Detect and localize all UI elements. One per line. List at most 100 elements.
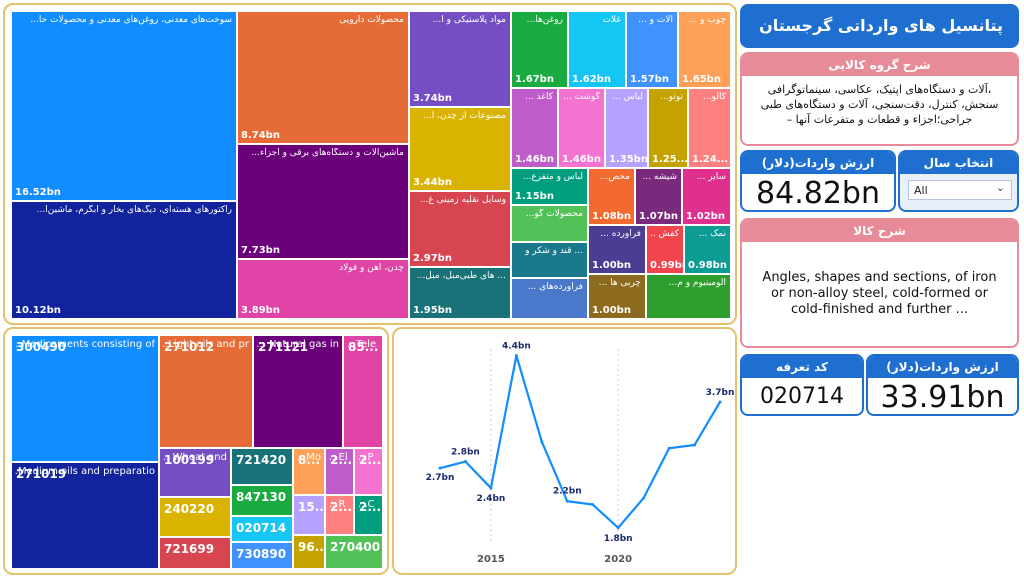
treemap-tile[interactable]: سوخت‌های معدنی، روغن‌های معدنی و محصولات… — [11, 11, 237, 201]
treemap-tile[interactable]: لباس و متفرع... 1.15bn — [511, 168, 588, 205]
tile-value: 1.02bn — [686, 211, 725, 222]
treemap-tile[interactable]: روغن‌ها... 1.67bn — [511, 11, 568, 88]
tile-label — [235, 546, 289, 565]
year-dropdown[interactable]: All ⌄ — [908, 180, 1012, 200]
treemap-tile[interactable]: مواد پلاستیکی و ا... 3.74bn — [409, 11, 511, 107]
treemap-tile[interactable]: فرآورده ... 1.00bn — [588, 225, 646, 274]
treemap-tile[interactable]: وسایل نقلیه زمینی غ... 2.97bn — [409, 191, 511, 267]
treemap-tile[interactable]: سایر ... 1.02bn — [682, 168, 731, 225]
import-value-value: 33.91bn — [880, 380, 1005, 415]
treemap-tile[interactable]: محص... 1.08bn — [588, 168, 635, 225]
tile-label: Medium oils and preparatio... — [15, 466, 155, 477]
tile-label: Light oils and pr... — [163, 339, 249, 350]
page-title: پتانسیل های وارداتی گرجستان — [759, 16, 1003, 35]
tile-value: 1.00bn — [592, 305, 631, 316]
tile-value: 1.15bn — [515, 191, 554, 202]
treemap-tile[interactable]: مصنوعات از چدن، آ... 3.44bn — [409, 107, 511, 191]
tile-value: 8.74bn — [241, 130, 280, 141]
tile-label: چربی ها ... — [598, 278, 641, 288]
treemap-tile[interactable]: آلومینیوم و م... — [646, 274, 731, 319]
data-point[interactable] — [667, 446, 671, 450]
treemap-tile[interactable]: 270400 — [325, 535, 383, 569]
tile-code: 100199 — [164, 453, 215, 467]
tile-value: 1.46bn — [562, 154, 601, 165]
treemap-tile[interactable]: چربی ها ... 1.00bn — [588, 274, 646, 319]
treemap-tile[interactable]: آلات و ... 1.57bn — [626, 11, 678, 88]
data-point[interactable] — [591, 503, 595, 507]
treemap-tile[interactable]: نمک ... 0.98bn — [684, 225, 731, 274]
treemap-tile[interactable]: ... قند و شکر و — [511, 242, 588, 278]
treemap-tile[interactable]: 721699 — [159, 537, 231, 569]
data-point[interactable] — [463, 460, 467, 464]
tile-value: 2.97bn — [413, 253, 452, 264]
data-point[interactable] — [540, 440, 544, 444]
treemap-tile[interactable]: 96... — [293, 535, 325, 569]
data-label: 2.2bn — [553, 486, 582, 496]
treemap-tile[interactable]: 2... P... — [354, 448, 383, 495]
treemap-tile[interactable]: فرآورده‌های ... — [511, 278, 588, 319]
treemap-tile[interactable]: چدن، آهن و فولاد 3.89bn — [237, 259, 409, 319]
tile-label: El... — [329, 452, 348, 463]
treemap-tile[interactable]: لباس ... 1.35bn — [605, 88, 648, 168]
tile-label: کاغذ ... — [525, 92, 553, 102]
treemap-tile[interactable]: ... های طبی‌مبل، مبل... 1.95bn — [409, 267, 511, 319]
treemap-tile[interactable]: 020714 — [231, 516, 293, 542]
treemap-tile[interactable]: 2... C... — [354, 495, 383, 535]
tile-label: Mo... — [297, 452, 321, 463]
treemap-tile[interactable]: کفش ... 0.99bn — [646, 225, 684, 274]
data-point[interactable] — [565, 499, 569, 503]
tile-label: فرآورده‌های ... — [527, 282, 583, 292]
treemap-tile[interactable]: شیشه ... 1.07bn — [635, 168, 682, 225]
treemap-tile[interactable]: 15... — [293, 495, 325, 535]
data-point[interactable] — [718, 400, 722, 404]
treemap-tile[interactable]: 2... El... — [325, 448, 354, 495]
data-point[interactable] — [438, 466, 442, 470]
treemap-tile[interactable]: 240220 — [159, 497, 231, 537]
tile-label: چدن، آهن و فولاد — [339, 263, 404, 273]
tile-label: P... — [358, 452, 374, 463]
treemap-tile[interactable]: محصولات گو... — [511, 205, 588, 242]
treemap-tile[interactable]: رآکتورهای هسته‌ای، دیگ‌های بخار و آبگرم،… — [11, 201, 237, 319]
treemap-tile[interactable]: 8... Mo... — [293, 448, 325, 495]
goods-desc-card: شرح کالا Angles, shapes and sections, of… — [740, 218, 1019, 348]
data-label: 2.7bn — [426, 473, 455, 483]
tile-code: 270400 — [330, 540, 381, 554]
tile-code: 271019 — [16, 467, 67, 481]
tile-code: 240220 — [164, 502, 215, 516]
treemap-tile[interactable]: چوب و ... 1.65bn — [678, 11, 731, 88]
treemap-tile[interactable]: توتو... 1.25... — [648, 88, 688, 168]
year-dropdown-value: All — [914, 184, 928, 197]
data-point[interactable] — [693, 443, 697, 447]
treemap-tile[interactable]: 730890 — [231, 542, 293, 569]
treemap-groups: سوخت‌های معدنی، روغن‌های معدنی و محصولات… — [11, 11, 731, 319]
tile-value: 1.07bn — [639, 211, 678, 222]
data-point[interactable] — [616, 526, 620, 530]
treemap-tile[interactable]: کالو... 1.24... — [688, 88, 731, 168]
treemap-tile[interactable]: کاغذ ... 1.46bn — [511, 88, 558, 168]
tile-code: 271121 — [258, 340, 309, 354]
tile-label: فرآورده ... — [600, 229, 641, 239]
tile-label — [163, 501, 227, 533]
treemap-tile[interactable]: 2... R... — [325, 495, 354, 535]
data-point[interactable] — [642, 496, 646, 500]
data-point[interactable] — [489, 486, 493, 490]
treemap-tile[interactable]: 847130 — [231, 485, 293, 516]
treemap-tile[interactable]: محصولات دارویی 8.74bn — [237, 11, 409, 144]
treemap-tile[interactable]: غلات 1.62bn — [568, 11, 626, 88]
tile-value: 1.25... — [652, 154, 688, 165]
chevron-down-icon: ⌄ — [995, 181, 1005, 194]
treemap-tile[interactable]: 85... Tele... — [343, 335, 383, 448]
treemap-tile[interactable]: 721420 — [231, 448, 293, 485]
tile-code: 2... — [330, 453, 353, 467]
treemap-tile[interactable]: گوشت ... 1.46bn — [558, 88, 605, 168]
tile-value: 1.57bn — [630, 74, 669, 85]
series-line — [439, 355, 721, 530]
treemap-tile[interactable]: ماشین‌آلات و دستگاه‌های برقی و اجزاء... 7… — [237, 144, 409, 259]
treemap-tile[interactable]: 271121 Natural gas in ... — [253, 335, 343, 448]
data-point[interactable] — [514, 354, 518, 358]
